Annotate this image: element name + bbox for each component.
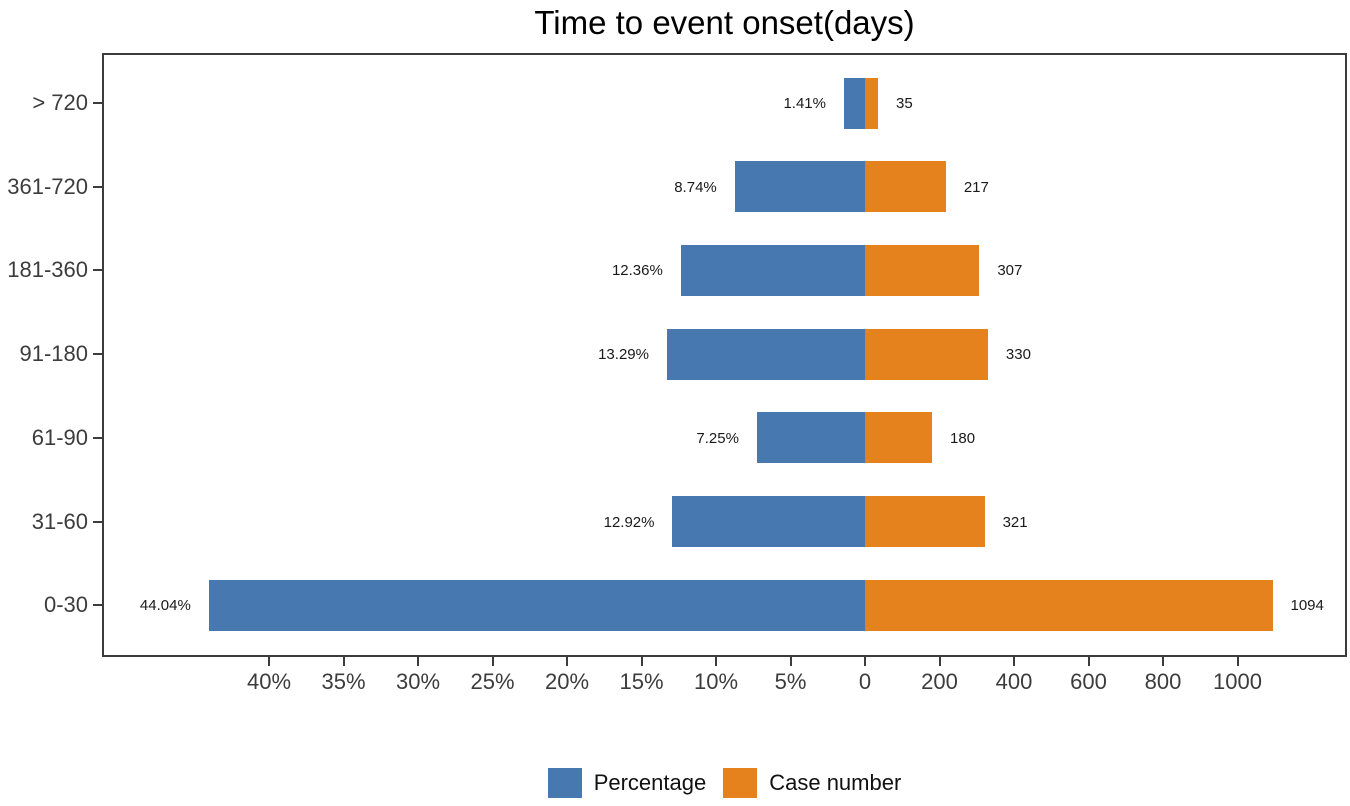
x-axis-label: 10% — [693, 669, 739, 694]
percentage-bar — [843, 77, 865, 129]
y-axis-label: 181-360 — [7, 257, 88, 283]
x-axis-tick — [715, 657, 717, 666]
x-axis-label: 15% — [619, 669, 664, 694]
y-axis-tick — [93, 520, 102, 523]
y-axis-tick — [93, 269, 102, 272]
percentage-bar — [756, 412, 865, 464]
case-number-bar — [865, 77, 879, 129]
y-axis-tick — [93, 604, 102, 607]
case-count-label: 1094 — [1290, 597, 1324, 615]
y-axis-label: > 720 — [32, 90, 88, 115]
percentage-value-label: 12.92% — [603, 513, 655, 531]
x-axis-label: 25% — [470, 669, 515, 694]
x-axis-tick — [342, 657, 345, 666]
percentage-bar — [666, 328, 865, 380]
x-axis-tick — [566, 657, 568, 666]
x-axis-tick — [864, 657, 866, 666]
y-axis-tick — [93, 436, 102, 439]
case-number-bar — [865, 328, 988, 380]
legend-label-percentage: Percentage — [593, 770, 707, 795]
x-axis-tick — [1162, 657, 1164, 666]
percentage-value-label: 12.36% — [611, 262, 663, 280]
x-axis-tick — [1087, 657, 1090, 666]
case-count-label: 180 — [950, 429, 976, 447]
x-axis-tick — [417, 657, 419, 666]
x-axis-tick — [491, 657, 494, 666]
y-axis-label: 61-90 — [31, 424, 88, 450]
x-axis-label: 1000 — [1213, 669, 1262, 694]
chart-title: Time to event onset(days) — [534, 4, 915, 41]
y-axis-label: 31-60 — [31, 508, 88, 534]
legend-item-case-number: Case number — [723, 768, 901, 798]
percentage-bar — [672, 496, 865, 547]
x-axis-tick — [268, 657, 270, 666]
x-axis-label: 0 — [858, 669, 872, 694]
case-number-bar — [865, 412, 933, 464]
percentage-bar — [208, 579, 865, 631]
x-axis-label: 800 — [1144, 669, 1182, 694]
x-axis-label: 40% — [246, 669, 292, 694]
case-number-bar — [865, 579, 1273, 631]
y-axis-tick — [93, 102, 102, 104]
percentage-value-label: 7.25% — [696, 429, 739, 447]
x-axis-label: 600 — [1070, 669, 1107, 694]
x-axis-tick — [938, 657, 941, 666]
case-number-bar — [865, 496, 985, 547]
case-number-bar — [865, 161, 946, 213]
x-axis-label: 20% — [544, 669, 590, 694]
percentage-value-label: 1.41% — [783, 95, 826, 112]
y-axis-label: 361-720 — [7, 173, 88, 199]
case-count-label: 217 — [963, 178, 989, 196]
x-axis-label: 35% — [321, 669, 366, 694]
percentage-value-label: 44.04% — [139, 597, 191, 615]
x-axis-label: 5% — [774, 669, 807, 694]
case-number-bar — [865, 244, 980, 296]
x-axis-tick — [1236, 657, 1239, 666]
x-axis-label: 30% — [395, 669, 441, 694]
x-axis-label: 200 — [921, 669, 958, 694]
y-axis-tick — [93, 353, 102, 356]
case-count-label: 321 — [1002, 513, 1028, 531]
legend-swatch-case-number-icon — [723, 768, 758, 798]
legend-label-case-number: Case number — [769, 770, 902, 795]
legend-item-percentage: Percentage — [547, 768, 707, 798]
case-count-label: 307 — [997, 262, 1023, 280]
x-axis-tick — [1013, 657, 1015, 666]
legend-swatch-percentage-icon — [547, 768, 582, 798]
case-count-label: 330 — [1005, 346, 1031, 364]
y-axis-label: 0-30 — [43, 592, 88, 618]
percentage-bar — [680, 244, 865, 296]
x-axis-tick — [789, 657, 792, 666]
y-axis-tick — [93, 185, 102, 188]
percentage-value-label: 8.74% — [674, 178, 717, 196]
legend: Percentage Case number — [102, 768, 1347, 798]
x-axis-label: 400 — [995, 669, 1033, 694]
percentage-value-label: 13.29% — [598, 346, 649, 364]
case-count-label: 35 — [896, 95, 913, 112]
y-axis-label: 91-180 — [19, 341, 88, 367]
percentage-bar — [734, 161, 865, 213]
x-axis-tick — [640, 657, 643, 666]
